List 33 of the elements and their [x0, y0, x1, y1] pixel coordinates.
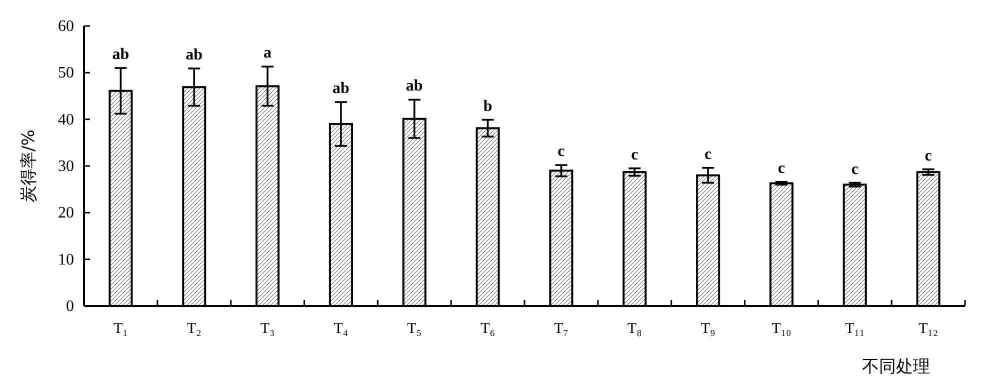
- annotation: b: [483, 98, 492, 115]
- y-axis-title: 炭得率/%: [19, 130, 39, 202]
- x-tick-label: T₈: [627, 321, 642, 337]
- x-tick-label: T₅: [407, 321, 422, 337]
- x-tick-label: T₁: [114, 321, 128, 337]
- x-tick-label: T₉: [700, 321, 716, 337]
- y-tick-label: 30: [58, 158, 74, 175]
- x-tick-label: T₁₂: [918, 321, 938, 337]
- x-tick-label: T₂: [186, 321, 202, 337]
- annotation: c: [851, 160, 858, 178]
- annotation: c: [924, 147, 932, 164]
- x-tick-label: T₆: [480, 321, 495, 337]
- x-axis-title: 不同处理: [862, 357, 930, 377]
- annotation: ab: [112, 46, 130, 63]
- x-tick-label: T₃: [260, 321, 275, 337]
- annotation: a: [264, 44, 272, 62]
- x-tick-label: T₄: [334, 321, 348, 337]
- annotation: ab: [186, 46, 203, 64]
- annotation: c: [778, 160, 786, 177]
- y-tick-label: 10: [58, 251, 74, 268]
- y-tick-label: 60: [58, 18, 74, 35]
- y-tick-label: 50: [58, 64, 74, 82]
- y-tick-label: 0: [66, 298, 74, 315]
- annotation: ab: [332, 80, 350, 98]
- x-tick-label: T₇: [554, 321, 568, 337]
- x-tick-label: T₁₁: [845, 321, 865, 337]
- y-tick-label: 20: [58, 204, 74, 222]
- annotation: c: [631, 146, 638, 164]
- annotation: ab: [406, 78, 423, 95]
- annotation: c: [704, 146, 712, 163]
- x-tick-label: T₁₀: [772, 321, 792, 337]
- annotation: c: [558, 143, 565, 160]
- y-tick-label: 40: [58, 111, 74, 128]
